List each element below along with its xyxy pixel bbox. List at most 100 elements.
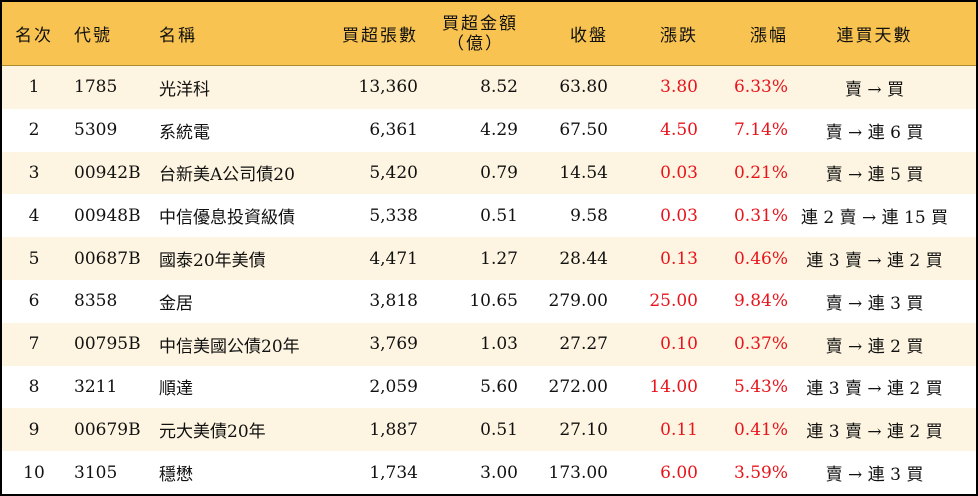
cell-rank: 10: [23, 462, 45, 483]
cell-pct: 6.33%: [733, 77, 788, 98]
cell-rank: 2: [28, 120, 40, 141]
cell-streak: 連 3 賣 → 連 2 買: [806, 251, 943, 272]
table-row[interactable]: 7 00795B 中信美國公債20年 3,769 1.03 27.27 0.10 0.37% 賣…: [2, 322, 976, 366]
cell-lots: 5,420: [369, 162, 418, 183]
table-body: 1 1785 光洋科 13,360 8.52 63.80 3.80 6.33% 賣 → 買 2 53…: [2, 66, 976, 494]
cell-rank: 3: [28, 162, 40, 183]
cell-change: 14.00: [649, 376, 698, 397]
table-row[interactable]: 6 8358 金居 3,818 10.65 279.00 25.00 9.84% 賣 → 連 3…: [2, 280, 976, 323]
cell-rank: 9: [28, 419, 40, 440]
cell-name: 國泰20年美債: [159, 251, 266, 272]
cell-amount: 1.27: [480, 248, 518, 269]
cell-amount: 0.51: [480, 205, 518, 226]
cell-lots: 3,818: [369, 291, 418, 312]
cell-streak: 賣 → 連 6 買: [825, 122, 924, 143]
cell-change: 0.10: [660, 334, 698, 355]
cell-amount: 10.65: [469, 291, 518, 312]
cell-name: 穩懋: [159, 465, 193, 486]
cell-lots: 1,734: [369, 462, 418, 483]
table-row[interactable]: 5 00687B 國泰20年美債 4,471 1.27 28.44 0.13 0.46% 連 3…: [2, 237, 976, 280]
cell-rank: 4: [28, 205, 40, 226]
header-net-buy-lots: 買超張數: [342, 26, 418, 46]
cell-name: 系統電: [159, 122, 210, 143]
table-row[interactable]: 8 3211 順達 2,059 5.60 272.00 14.00 5.43% 連 3 賣 → …: [2, 366, 976, 409]
cell-name: 光洋科: [159, 79, 210, 100]
cell-lots: 6,361: [369, 120, 418, 141]
cell-lots: 5,338: [369, 205, 418, 226]
cell-name: 元大美債20年: [159, 422, 266, 443]
cell-name: 台新美A公司債20: [159, 165, 295, 186]
cell-change: 6.00: [660, 462, 698, 483]
table-row[interactable]: 9 00679B 元大美債20年 1,887 0.51 27.10 0.11 0.41% 連 3…: [2, 408, 976, 452]
cell-amount: 8.52: [480, 77, 518, 98]
cell-streak: 賣 → 連 5 買: [825, 165, 924, 186]
cell-close: 28.44: [559, 248, 608, 269]
cell-code: 8358: [74, 291, 118, 312]
cell-pct: 0.37%: [733, 334, 788, 355]
cell-code: 5309: [74, 120, 118, 141]
cell-pct: 0.21%: [733, 162, 788, 183]
cell-close: 27.27: [559, 334, 608, 355]
cell-streak: 賣 → 連 3 買: [825, 465, 924, 486]
cell-pct: 7.14%: [733, 120, 788, 141]
cell-lots: 1,887: [369, 419, 418, 440]
cell-close: 14.54: [559, 162, 608, 183]
cell-lots: 13,360: [358, 77, 418, 98]
cell-rank: 7: [28, 334, 40, 355]
cell-pct: 0.31%: [733, 205, 788, 226]
table-row[interactable]: 3 00942B 台新美A公司債20 5,420 0.79 14.54 0.03 0.21% 賣…: [2, 151, 976, 195]
cell-streak: 賣 → 連 2 買: [825, 336, 924, 357]
cell-code: 00948B: [74, 205, 141, 226]
header-streak: 連買天數: [836, 26, 913, 46]
table-row[interactable]: 4 00948B 中信優息投資級債 5,338 0.51 9.58 0.03 0.31% 連 2…: [2, 194, 976, 237]
cell-streak: 賣 → 連 3 買: [825, 293, 924, 314]
header-change: 漲跌: [660, 26, 698, 46]
cell-amount: 0.51: [480, 419, 518, 440]
cell-change: 0.03: [660, 162, 698, 183]
table-row[interactable]: 2 5309 系統電 6,361 4.29 67.50 4.50 7.14% 賣 → 連 6 買: [2, 109, 976, 152]
cell-close: 173.00: [548, 462, 608, 483]
cell-change: 0.11: [660, 419, 698, 440]
cell-pct: 0.46%: [733, 248, 788, 269]
cell-code: 1785: [74, 77, 118, 98]
table-row[interactable]: 10 3105 穩懋 1,734 3.00 173.00 6.00 3.59% 賣 → 連 3 …: [2, 451, 976, 494]
cell-amount: 4.29: [480, 120, 518, 141]
cell-code: 00795B: [74, 334, 141, 355]
cell-streak: 連 3 賣 → 連 2 買: [806, 379, 943, 400]
cell-code: 3211: [74, 376, 118, 397]
cell-change: 0.13: [660, 248, 698, 269]
cell-code: 3105: [74, 462, 118, 483]
header-code: 代號: [74, 26, 112, 46]
cell-lots: 3,769: [369, 334, 418, 355]
cell-pct: 0.41%: [733, 419, 788, 440]
cell-close: 272.00: [548, 376, 608, 397]
cell-code: 00679B: [74, 419, 141, 440]
table-row[interactable]: 1 1785 光洋科 13,360 8.52 63.80 3.80 6.33% 賣 → 買: [2, 66, 976, 109]
cell-name: 中信優息投資級債: [159, 208, 295, 229]
cell-rank: 5: [28, 248, 40, 269]
cell-change: 3.80: [660, 77, 698, 98]
cell-lots: 4,471: [369, 248, 418, 269]
cell-close: 67.50: [559, 120, 608, 141]
cell-streak: 連 2 賣 → 連 15 買: [800, 208, 949, 229]
cell-amount: 3.00: [480, 462, 518, 483]
header-change-pct: 漲幅: [750, 26, 788, 46]
cell-amount: 1.03: [480, 334, 518, 355]
cell-streak: 賣 → 買: [844, 79, 905, 100]
header-name: 名稱: [159, 26, 197, 46]
cell-streak: 連 3 賣 → 連 2 買: [806, 422, 943, 443]
header-net-buy-amount-unit: （億）: [447, 33, 504, 54]
cell-change: 0.03: [660, 205, 698, 226]
cell-name: 順達: [159, 379, 193, 400]
cell-close: 279.00: [548, 291, 608, 312]
cell-pct: 3.59%: [733, 462, 788, 483]
cell-name: 金居: [159, 293, 193, 314]
header-rank: 名次: [15, 26, 53, 46]
cell-close: 27.10: [559, 419, 608, 440]
cell-rank: 8: [28, 376, 40, 397]
cell-amount: 0.79: [480, 162, 518, 183]
cell-pct: 9.84%: [733, 291, 788, 312]
cell-code: 00942B: [74, 162, 141, 183]
cell-pct: 5.43%: [733, 376, 788, 397]
cell-change: 4.50: [660, 120, 698, 141]
